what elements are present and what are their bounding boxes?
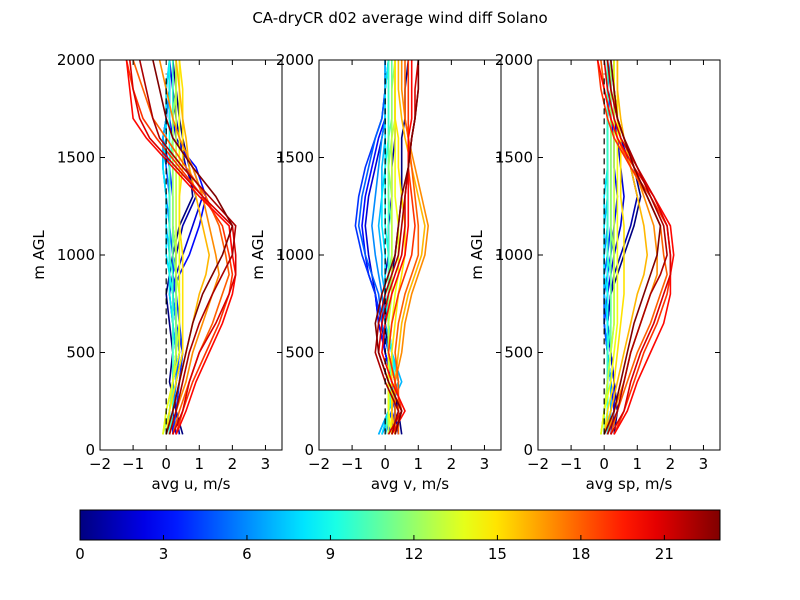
panel-v-xlabel: avg v, m/s (371, 475, 449, 493)
profile-line-hour-13 (162, 60, 181, 435)
panel-v-y-ticks: 0 500 1000 1500 2000 (276, 51, 501, 459)
y-tick-label: 2000 (57, 51, 95, 69)
panel-sp-xlabel: avg sp, m/s (586, 475, 673, 493)
profile-line-hour-19 (125, 60, 234, 435)
profile-line-hour-17 (158, 60, 220, 435)
profile-line-hour-21 (603, 60, 672, 435)
panel-v: −2 −1 0 1 2 3 0 500 1000 1500 2000 avg v, m/s m A… (249, 51, 502, 493)
panel-u-curves (125, 60, 237, 435)
y-tick-label: 2000 (276, 51, 314, 69)
colorbar-tick-label: 12 (404, 545, 423, 563)
x-tick-label: 0 (380, 455, 390, 473)
x-tick-label: 0 (599, 455, 609, 473)
profile-line-hour-14 (600, 60, 619, 435)
colorbar-tick-label: 6 (242, 545, 252, 563)
x-tick-label: 1 (632, 455, 642, 473)
panel-sp-curves (596, 60, 675, 435)
x-tick-label: −2 (308, 455, 330, 473)
y-tick-label: 0 (85, 441, 95, 459)
y-tick-label: 1500 (495, 149, 533, 167)
y-tick-label: 0 (523, 441, 533, 459)
panel-sp-ylabel: m AGL (468, 230, 486, 280)
y-tick-label: 1000 (276, 246, 314, 264)
colorbar-tick-label: 0 (75, 545, 85, 563)
profile-line-hour-23 (603, 60, 662, 435)
y-tick-label: 1500 (276, 149, 314, 167)
profile-line-hour-23 (152, 60, 234, 435)
y-tick-label: 500 (504, 344, 533, 362)
profile-line-hour-15 (165, 60, 184, 435)
profile-line-hour-13 (600, 60, 615, 435)
x-tick-label: 0 (161, 455, 171, 473)
profile-line-hour-16 (603, 60, 649, 435)
profile-line-hour-19 (387, 60, 416, 435)
profile-line-hour-22 (138, 60, 237, 435)
colorbar-gradient (79, 509, 721, 541)
profile-line-hour-10 (603, 60, 612, 435)
colorbar-tick-label: 9 (326, 545, 336, 563)
y-tick-label: 1000 (495, 246, 533, 264)
colorbar: 0 3 6 9 12 15 18 21 (75, 509, 721, 563)
colorbar-ticks: 0 3 6 9 12 15 18 21 (75, 535, 674, 563)
profile-line-hour-20 (596, 60, 675, 435)
x-tick-label: 2 (666, 455, 676, 473)
profile-line-hour-14 (162, 60, 181, 435)
panel-sp-y-ticks: 0 500 1000 1500 2000 (495, 51, 720, 459)
x-tick-label: −1 (122, 455, 144, 473)
x-tick-label: −2 (89, 455, 111, 473)
x-tick-label: 3 (699, 455, 709, 473)
profile-line-hour-20 (381, 60, 413, 435)
x-tick-label: 1 (194, 455, 204, 473)
panel-u-y-ticks: 0 500 1000 1500 2000 (57, 51, 282, 459)
panel-u-ylabel: m AGL (30, 230, 48, 280)
x-tick-label: −2 (527, 455, 549, 473)
x-tick-label: 2 (447, 455, 457, 473)
colorbar-tick-label: 21 (655, 545, 674, 563)
panel-u-x-ticks: −2 −1 0 1 2 3 (89, 60, 270, 473)
panel-u: −2 −1 0 1 2 3 0 500 1000 1500 2000 avg u, m/s m A… (30, 51, 283, 493)
figure-title: CA-dryCR d02 average wind diff Solano (252, 9, 547, 27)
panel-sp-x-ticks: −2 −1 0 1 2 3 (527, 60, 708, 473)
y-tick-label: 0 (304, 441, 314, 459)
panel-u-xlabel: avg u, m/s (152, 475, 231, 493)
x-tick-label: 3 (480, 455, 490, 473)
profile-line-hour-16 (390, 60, 426, 435)
profile-line-hour-21 (129, 60, 237, 435)
x-tick-label: 2 (228, 455, 238, 473)
y-tick-label: 1000 (57, 246, 95, 264)
panel-v-x-ticks: −2 −1 0 1 2 3 (308, 60, 489, 473)
x-tick-label: 1 (413, 455, 423, 473)
panel-v-ylabel: m AGL (249, 230, 267, 280)
y-tick-label: 500 (66, 344, 95, 362)
y-tick-label: 1500 (57, 149, 95, 167)
y-tick-label: 2000 (495, 51, 533, 69)
profile-line-hour-15 (603, 60, 625, 435)
colorbar-tick-label: 18 (571, 545, 590, 563)
x-tick-label: −1 (341, 455, 363, 473)
colorbar-tick-label: 15 (488, 545, 507, 563)
panel-sp: −2 −1 0 1 2 3 0 500 1000 1500 2000 avg sp, m/s m … (468, 51, 721, 493)
profile-line-hour-18 (394, 60, 420, 435)
y-tick-label: 500 (285, 344, 314, 362)
colorbar-tick-label: 3 (159, 545, 169, 563)
x-tick-label: −1 (560, 455, 582, 473)
x-tick-label: 3 (261, 455, 271, 473)
